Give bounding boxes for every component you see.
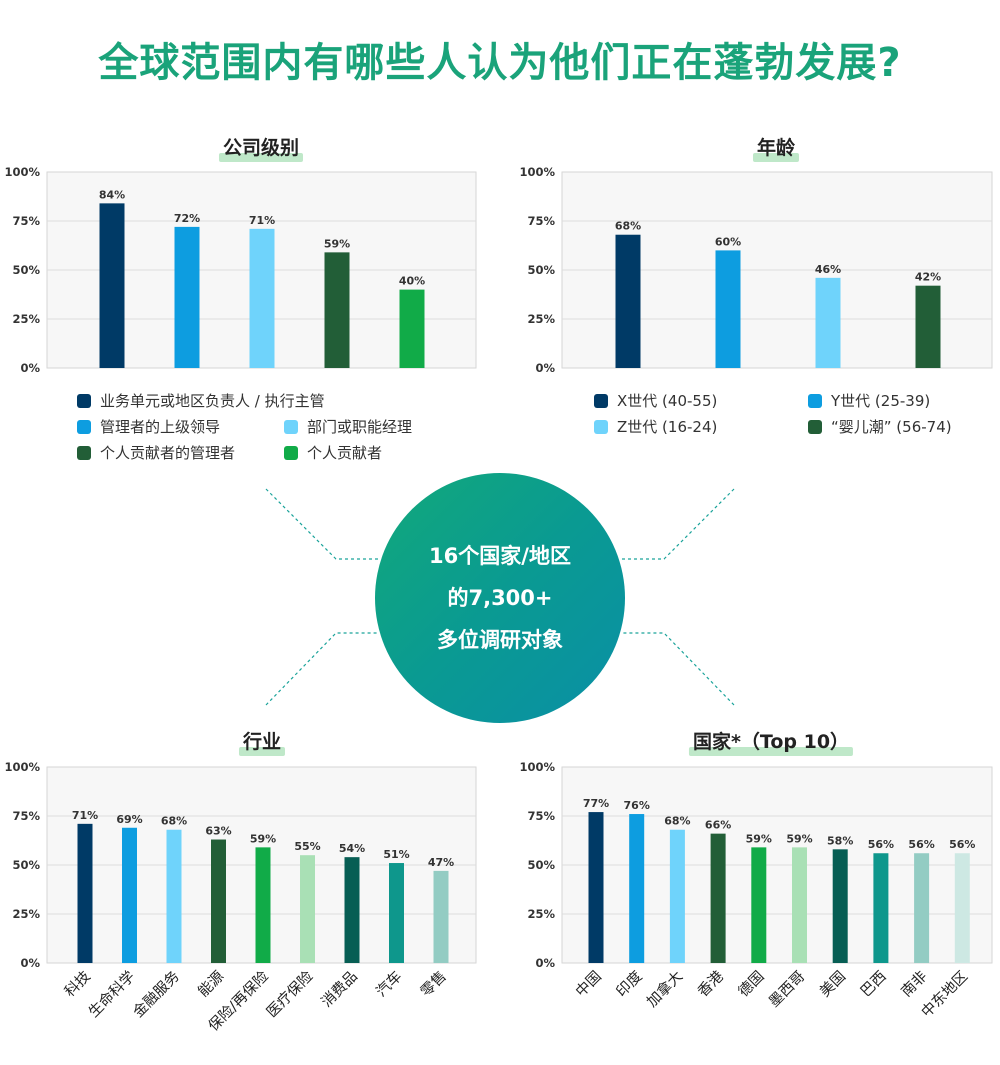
bar-value-label: 77% bbox=[583, 797, 609, 810]
legend-item: Z世代 (16-24) bbox=[594, 416, 717, 437]
bar bbox=[629, 814, 645, 963]
bar-value-label: 71% bbox=[249, 214, 275, 227]
bar-value-label: 51% bbox=[383, 848, 409, 861]
bar-value-label: 76% bbox=[624, 799, 650, 812]
bar bbox=[669, 829, 685, 963]
bar bbox=[751, 847, 767, 963]
bar bbox=[389, 863, 404, 963]
summary-line-3: 多位调研对象 bbox=[437, 628, 563, 652]
country-chart: 100%75%50%25%0%77%中国76%印度68%加拿大66%香港59%德… bbox=[519, 760, 993, 1021]
bar-value-label: 68% bbox=[615, 220, 641, 233]
bar bbox=[588, 812, 604, 963]
bar-value-label: 63% bbox=[205, 825, 231, 838]
y-tick-label: 50% bbox=[12, 263, 40, 277]
legend-item: 个人贡献者 bbox=[284, 442, 382, 463]
summary-line-1: 16个国家/地区 bbox=[429, 544, 571, 568]
y-tick-label: 100% bbox=[4, 165, 40, 179]
bar-value-label: 68% bbox=[161, 815, 187, 828]
y-tick-label: 25% bbox=[12, 312, 40, 326]
bar-value-label: 59% bbox=[746, 832, 772, 845]
bar bbox=[77, 823, 93, 963]
bar bbox=[715, 250, 741, 368]
bar-value-label: 56% bbox=[949, 838, 975, 851]
page-title: 全球范围内有哪些人认为他们正在蓬勃发展? bbox=[98, 40, 902, 86]
bar bbox=[255, 847, 271, 963]
y-tick-label: 75% bbox=[12, 214, 40, 228]
bar bbox=[211, 839, 226, 963]
bar bbox=[954, 853, 970, 963]
legend-item: “婴儿潮” (56-74) bbox=[808, 416, 952, 437]
bar bbox=[792, 847, 807, 963]
bar bbox=[122, 827, 137, 963]
bar-value-label: 69% bbox=[116, 813, 142, 826]
bar-value-label: 58% bbox=[827, 834, 853, 847]
y-tick-label: 25% bbox=[12, 907, 40, 921]
bar bbox=[324, 252, 350, 368]
bar bbox=[99, 203, 125, 368]
bar bbox=[832, 849, 848, 963]
bar bbox=[344, 857, 360, 963]
bar-value-label: 84% bbox=[99, 188, 125, 201]
bar bbox=[815, 277, 841, 368]
bar-value-label: 71% bbox=[72, 809, 98, 822]
bar bbox=[433, 870, 449, 963]
panel-title-industry: 行业 bbox=[238, 727, 286, 756]
bar-value-label: 72% bbox=[174, 212, 200, 225]
bar-value-label: 68% bbox=[664, 815, 690, 828]
y-tick-label: 0% bbox=[20, 361, 40, 375]
y-tick-label: 0% bbox=[20, 956, 40, 970]
y-tick-label: 50% bbox=[527, 263, 555, 277]
legend-item: Y世代 (25-39) bbox=[808, 390, 930, 411]
y-tick-label: 75% bbox=[12, 809, 40, 823]
summary-line-2: 的7,300+ bbox=[447, 586, 553, 610]
panel-title-age: 年龄 bbox=[752, 133, 800, 162]
bar-value-label: 59% bbox=[324, 237, 350, 250]
bar-value-label: 66% bbox=[705, 819, 731, 832]
bar-value-label: 55% bbox=[294, 840, 320, 853]
panel-title-company-level: 公司级别 bbox=[218, 133, 304, 162]
bar bbox=[174, 226, 200, 368]
panel-title-country: 国家*（Top 10） bbox=[688, 727, 854, 756]
bar bbox=[249, 228, 275, 368]
y-tick-label: 75% bbox=[527, 214, 555, 228]
legend-item: 个人贡献者的管理者 bbox=[77, 442, 235, 463]
y-tick-label: 25% bbox=[527, 312, 555, 326]
bar bbox=[914, 853, 930, 963]
bar-value-label: 54% bbox=[339, 842, 365, 855]
bar-value-label: 42% bbox=[915, 271, 941, 284]
legend-item: 管理者的上级领导 bbox=[77, 416, 220, 437]
y-tick-label: 0% bbox=[535, 956, 555, 970]
y-tick-label: 100% bbox=[519, 165, 555, 179]
legend-item: 业务单元或地区负责人 / 执行主管 bbox=[77, 390, 325, 411]
bar-value-label: 56% bbox=[908, 838, 934, 851]
bar-value-label: 40% bbox=[399, 275, 425, 288]
age-chart: 100% 75% 50% 25% 0% 68% 60% 46% 42% bbox=[519, 165, 993, 375]
bar bbox=[615, 234, 641, 368]
bar-value-label: 60% bbox=[715, 235, 741, 248]
y-tick-label: 100% bbox=[4, 760, 40, 774]
y-tick-label: 75% bbox=[527, 809, 555, 823]
bar bbox=[166, 829, 182, 963]
y-tick-label: 50% bbox=[12, 858, 40, 872]
legend-item: X世代 (40-55) bbox=[594, 390, 717, 411]
bar-value-label: 59% bbox=[250, 832, 276, 845]
company-level-chart: 100% 75% 50% 25% 0% 84% 72% 71% 59% 40% bbox=[4, 165, 477, 375]
y-tick-label: 50% bbox=[527, 858, 555, 872]
bar bbox=[710, 833, 726, 963]
y-tick-label: 0% bbox=[535, 361, 555, 375]
bar-value-label: 46% bbox=[815, 263, 841, 276]
bar-value-label: 59% bbox=[786, 832, 812, 845]
y-tick-label: 100% bbox=[519, 760, 555, 774]
industry-chart: 100%75%50%25%0%71%科技69%生命科学68%金融服务63%能源5… bbox=[4, 760, 477, 1035]
bar-value-label: 56% bbox=[868, 838, 894, 851]
bar bbox=[300, 855, 315, 963]
y-tick-label: 25% bbox=[527, 907, 555, 921]
bar bbox=[399, 289, 425, 368]
bar-value-label: 47% bbox=[428, 856, 454, 869]
bar bbox=[915, 285, 941, 368]
bar bbox=[873, 853, 889, 963]
legend-item: 部门或职能经理 bbox=[284, 416, 412, 437]
respondents-summary-circle: 16个国家/地区 的7,300+ 多位调研对象 bbox=[375, 473, 625, 723]
